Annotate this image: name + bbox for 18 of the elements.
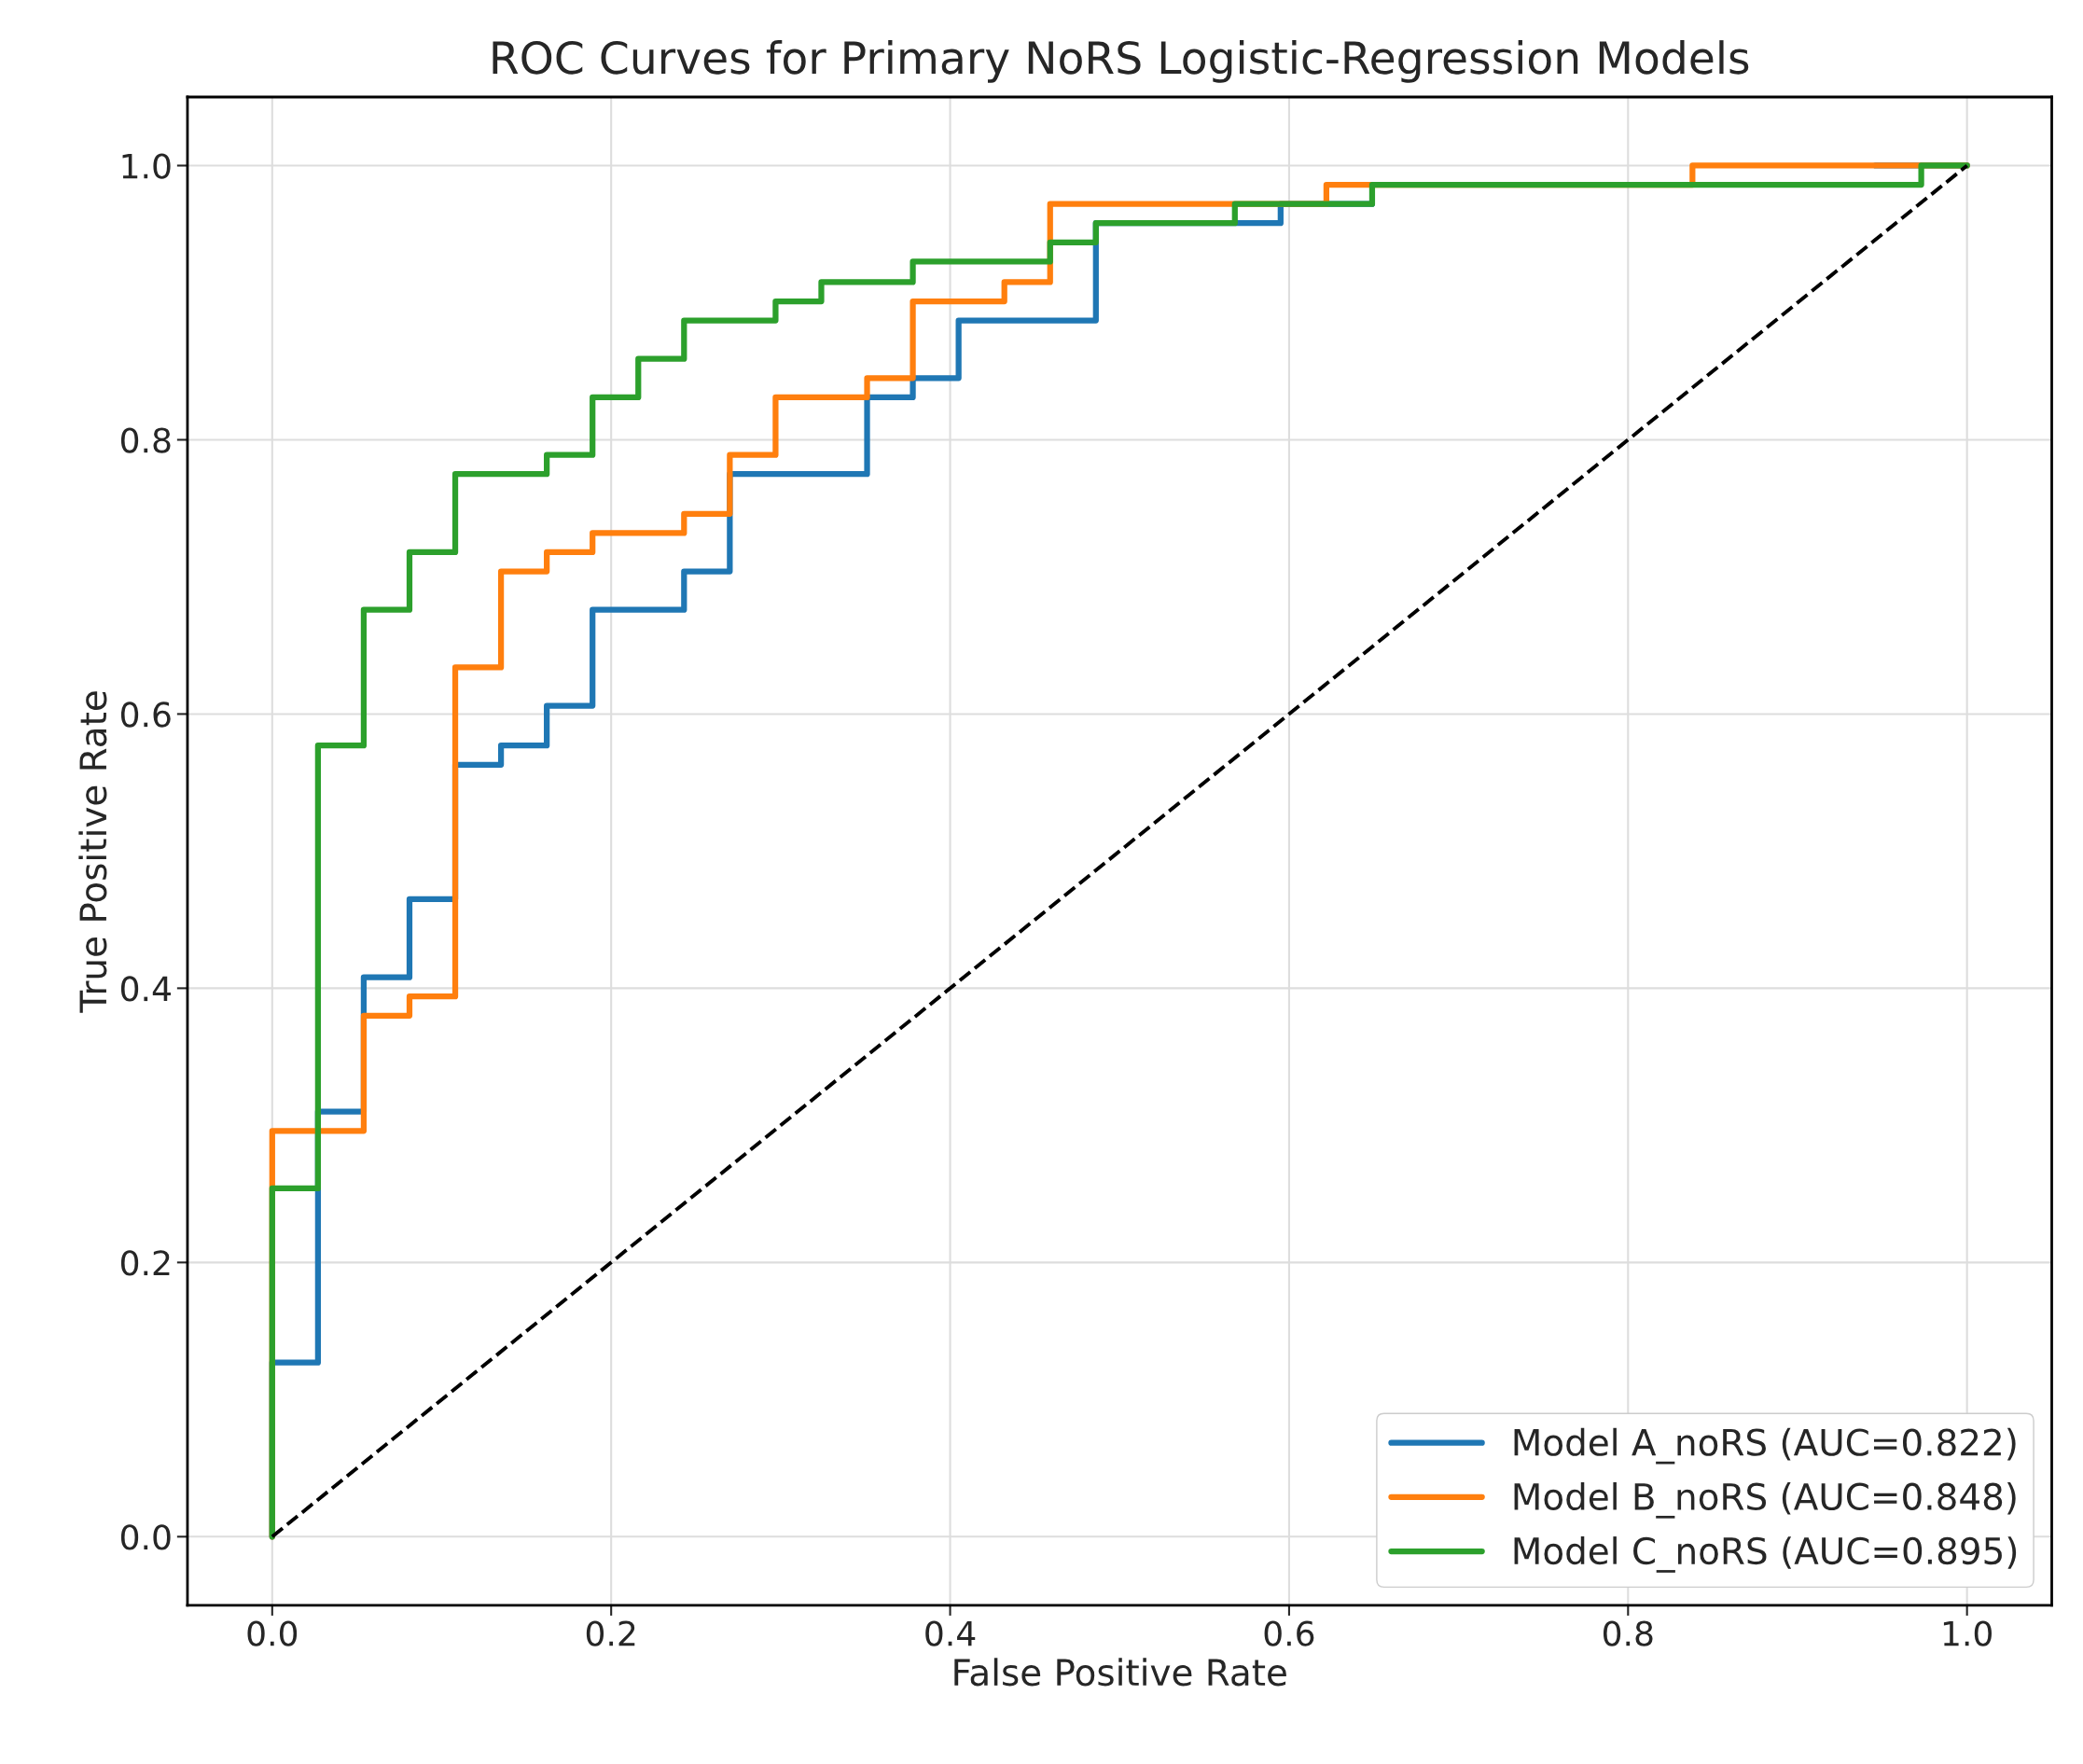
x-axis-title: False Positive Rate: [954, 1658, 1286, 1687]
x-tick-label: 0.4: [925, 1620, 976, 1646]
legend-label: Model C_noRS (AUC=0.895): [1514, 1536, 2017, 1573]
y-tick-label: 0.0: [120, 1524, 171, 1550]
x-tick-label: 0.0: [247, 1620, 298, 1646]
x-tick-label: 1.0: [1943, 1620, 1992, 1646]
x-tick-label: 0.8: [1603, 1620, 1653, 1646]
y-tick-label: 0.6: [120, 701, 171, 728]
chart-title: ROC Curves for Primary NoRS Logistic-Regression Models: [493, 40, 1749, 83]
y-tick-label: 0.2: [120, 1250, 170, 1276]
y-tick-label: 1.0: [122, 153, 171, 179]
legend-label: Model A_noRS (AUC=0.822): [1514, 1427, 2016, 1465]
x-tick-label: 0.2: [586, 1620, 635, 1646]
y-tick-label: 0.8: [120, 427, 171, 453]
legend-label: Model B_noRS (AUC=0.848): [1514, 1481, 2016, 1519]
y-tick-label: 0.4: [120, 976, 171, 1002]
x-tick-label: 0.6: [1264, 1620, 1314, 1646]
y-axis-title: True Positive Rate: [78, 691, 107, 1013]
